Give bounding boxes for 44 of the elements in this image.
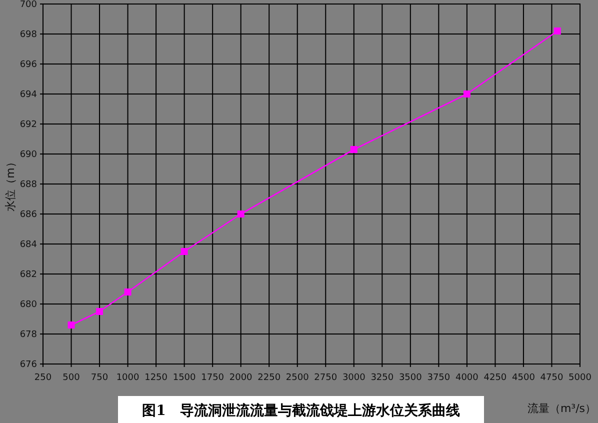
- y-tick-label: 688: [20, 180, 38, 190]
- x-tick-label: 1000: [116, 373, 140, 383]
- y-tick-label: 698: [20, 30, 38, 40]
- x-tick-label: 1250: [144, 373, 168, 383]
- point: [68, 322, 75, 328]
- x-tick-label: 750: [90, 373, 108, 383]
- y-tick-label: 684: [20, 240, 38, 250]
- x-tick-label: 4250: [484, 373, 507, 383]
- x-tick-label: 5000: [568, 373, 592, 383]
- x-tick-label: 4500: [512, 373, 536, 383]
- y-axis-title: 水位（m）: [4, 156, 17, 212]
- x-tick-label: 3000: [342, 373, 366, 383]
- y-tick-label: 676: [20, 360, 38, 370]
- text: 图1 导流洞泄流流量与截流戗堤上游水位关系曲线: [142, 402, 460, 419]
- x-tick-label: 2750: [314, 373, 338, 383]
- x-tick-label: 4750: [540, 373, 564, 383]
- y-tick-label: 694: [20, 90, 38, 100]
- y-tick-label: 682: [20, 270, 37, 280]
- point: [554, 28, 561, 34]
- x-tick-label: 250: [34, 373, 52, 383]
- y-tick-label: 692: [20, 120, 37, 130]
- x-tick-label: 3500: [398, 373, 422, 383]
- x-tick-label: 500: [62, 373, 80, 383]
- x-tick-label: 4000: [455, 373, 479, 383]
- y-tick-label: 680: [20, 300, 38, 310]
- x-tick-label: 3750: [427, 373, 450, 383]
- y-tick-label: 686: [20, 210, 38, 220]
- point: [124, 288, 132, 296]
- y-tick-label: 678: [20, 330, 38, 340]
- y-tick-label: 690: [20, 150, 38, 160]
- x-tick-label: 3250: [370, 373, 394, 383]
- y-tick-label: 696: [20, 60, 38, 70]
- x-tick-label: 2250: [258, 373, 281, 383]
- x-tick-label: 1750: [201, 373, 224, 383]
- point: [180, 248, 188, 255]
- y-tick-label: 700: [20, 0, 38, 10]
- point: [237, 210, 244, 218]
- x-tick-label: 2000: [229, 373, 253, 383]
- point: [463, 90, 470, 98]
- x-tick-label: 1500: [172, 373, 196, 383]
- point: [350, 146, 358, 153]
- point: [96, 308, 104, 315]
- x-tick-label: 2500: [286, 373, 310, 383]
- x-axis-title: 流量（m³/s）: [527, 402, 596, 415]
